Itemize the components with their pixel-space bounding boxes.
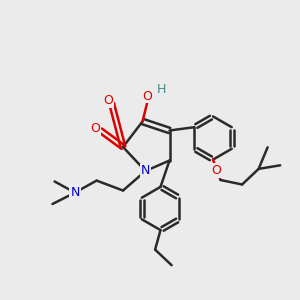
Text: O: O (142, 89, 152, 103)
Text: O: O (103, 94, 113, 107)
Text: O: O (90, 122, 100, 135)
Text: O: O (211, 164, 221, 177)
Text: N: N (70, 186, 80, 199)
Text: H: H (156, 82, 166, 96)
Text: N: N (141, 164, 150, 178)
